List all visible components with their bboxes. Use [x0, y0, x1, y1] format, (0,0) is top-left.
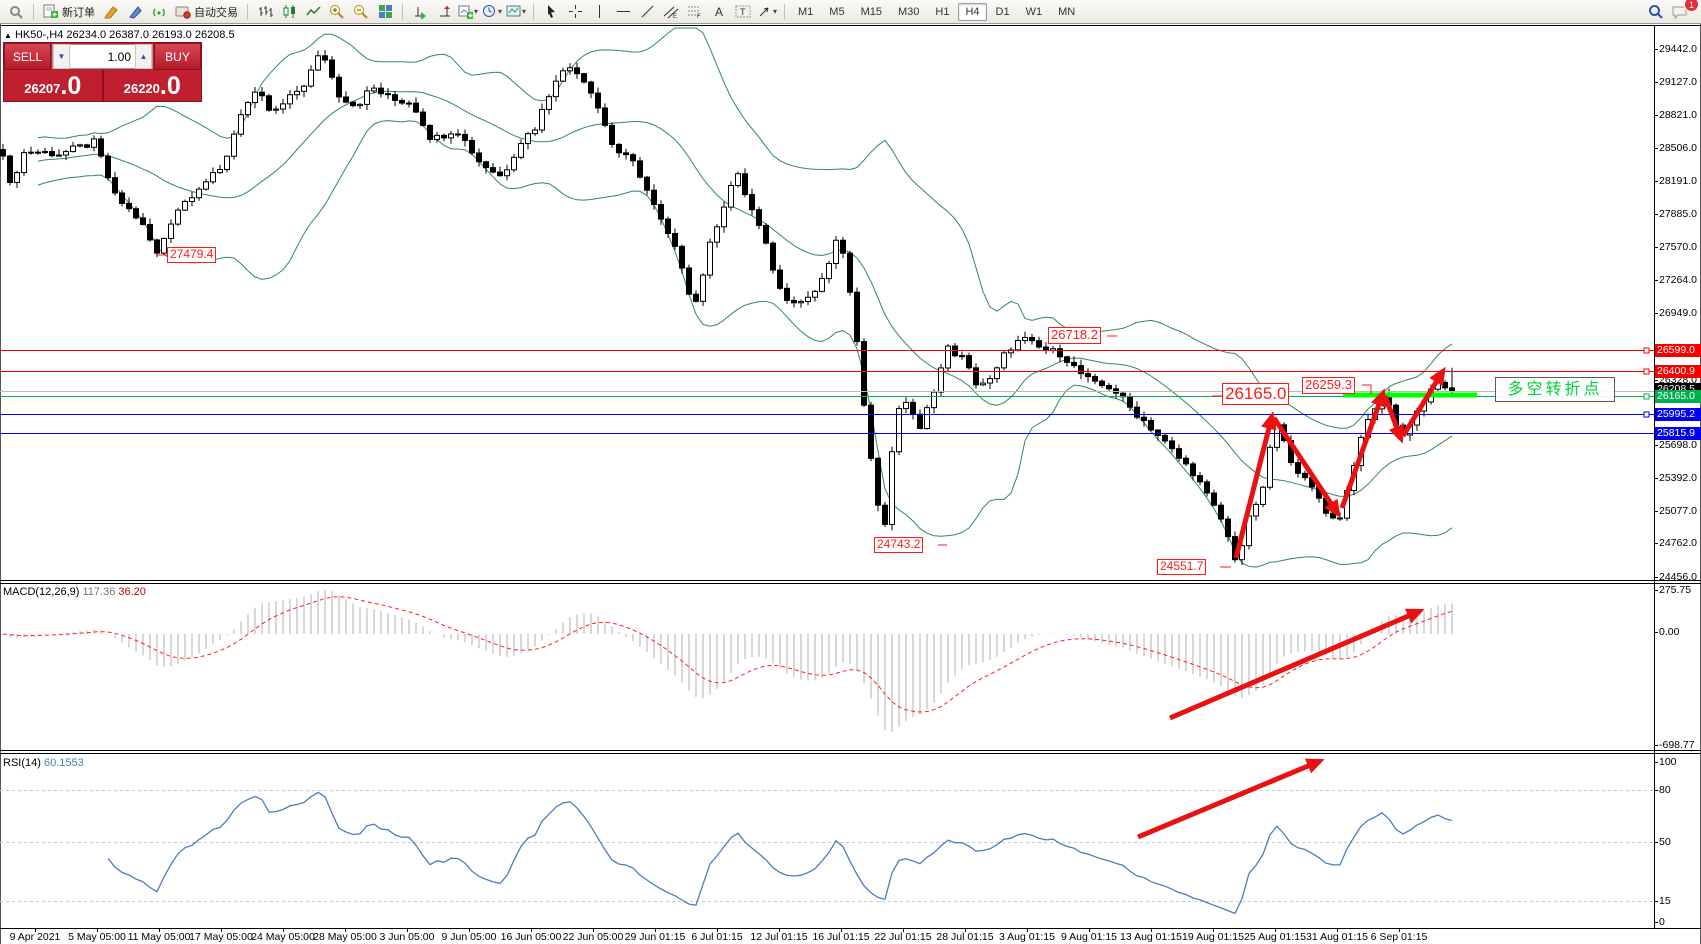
horizontal-line-icon[interactable]	[612, 1, 634, 22]
macd-signal-value: 36.20	[118, 586, 146, 598]
timeframe-m15[interactable]: M15	[860, 5, 882, 18]
search-icon[interactable]	[1645, 1, 1667, 22]
trend-arrow-main	[1382, 395, 1404, 444]
symbol-info-line: ▲ HK50-,H4 26234.0 26387.0 26193.0 26208…	[4, 29, 235, 41]
sell-button[interactable]: SELL	[4, 43, 51, 70]
trend-arrow-main	[1339, 388, 1387, 509]
buy-button[interactable]: BUY	[154, 43, 201, 70]
timeframe-w1[interactable]: W1	[1025, 5, 1043, 18]
period-clock-icon[interactable]: ▾	[481, 1, 503, 22]
cursor-icon[interactable]	[540, 1, 562, 22]
macd-label: MACD(12,26,9) 117.36 36.20	[3, 586, 146, 598]
one-click-trading-panel: SELL ▼ 1.00 ▲ BUY 26207.0 26220.0	[3, 42, 202, 102]
new-order-button[interactable]: 新订单	[40, 2, 98, 21]
chat-icon[interactable]: 1	[1669, 0, 1699, 22]
timeframe-m30[interactable]: M30	[897, 5, 920, 18]
timeframe-mn[interactable]: MN	[1058, 5, 1076, 18]
toolbar-separator	[247, 3, 248, 20]
new-order-label: 新订单	[62, 6, 95, 19]
ohlc-open: 26234.0	[66, 29, 107, 41]
buy-price-main: 26220	[123, 81, 160, 96]
zoom-in-icon[interactable]	[326, 1, 348, 22]
rsi-label: RSI(14) 60.1553	[3, 757, 84, 769]
auto-scroll-icon[interactable]	[409, 1, 431, 22]
trend-arrow-main	[1400, 366, 1446, 438]
buy-price-big: .0	[159, 72, 181, 100]
macd-main-value: 117.36	[82, 586, 116, 598]
metaeditor-icon[interactable]	[124, 1, 146, 22]
autotrading-button[interactable]: 自动交易	[172, 2, 241, 21]
arrows-tool-icon[interactable]: ▾	[756, 1, 778, 22]
toolbar-separator	[33, 3, 34, 20]
trendline-icon[interactable]	[636, 1, 658, 22]
vertical-line-icon[interactable]	[588, 1, 610, 22]
timeframe-d1[interactable]: D1	[995, 5, 1010, 18]
toolbar-separator	[784, 3, 785, 20]
dropdown-caret: ▾	[521, 7, 526, 16]
timeframe-bar: M1 M5 M15 M30 H1 H4 D1 W1 MN	[790, 2, 1083, 21]
line-chart-icon[interactable]	[302, 1, 324, 22]
volume-box: ▼ 1.00 ▲	[52, 44, 153, 69]
symbol-period: HK50-,H4	[14, 29, 64, 41]
sell-price-big: .0	[60, 72, 82, 100]
zoom-out-icon[interactable]	[350, 1, 372, 22]
notification-badge[interactable]: 1	[1684, 0, 1699, 12]
dropdown-caret: ▾	[473, 7, 478, 16]
buy-price[interactable]: 26220.0	[104, 70, 202, 101]
new-chart-icon[interactable]: ▾	[457, 1, 479, 22]
crosshair-icon[interactable]	[564, 1, 586, 22]
volume-increase-button[interactable]: ▲	[135, 44, 152, 69]
svg-text:F: F	[697, 14, 701, 19]
toolbar-separator	[402, 3, 403, 20]
timeframe-m5[interactable]: M5	[829, 5, 845, 18]
new-order-icon	[43, 4, 58, 18]
rsi-value: 60.1553	[43, 757, 84, 769]
autotrading-icon	[175, 6, 191, 19]
trend-arrow-rsi	[1137, 758, 1325, 840]
svg-text:E: E	[673, 14, 677, 19]
dropdown-caret: ▾	[497, 7, 502, 16]
svg-text:T: T	[740, 7, 746, 17]
candlestick-chart-icon[interactable]	[278, 1, 300, 22]
timeframe-h4[interactable]: H4	[958, 2, 987, 21]
ohlc-high: 26387.0	[109, 29, 149, 41]
sell-price[interactable]: 26207.0	[4, 70, 104, 101]
text-label-icon[interactable]: T	[732, 1, 754, 22]
template-icon[interactable]: ▾	[505, 1, 527, 22]
svg-text:A: A	[715, 5, 723, 19]
rsi-name: RSI(14)	[3, 757, 41, 769]
text-icon[interactable]: A	[708, 1, 730, 22]
sell-price-main: 26207	[24, 81, 61, 96]
signal-icon[interactable]	[148, 1, 170, 22]
crayon-icon[interactable]	[100, 1, 122, 22]
note-box: 多空转折点	[1495, 377, 1615, 402]
volume-decrease-button[interactable]: ▼	[53, 44, 70, 69]
volume-value[interactable]: 1.00	[107, 49, 131, 64]
ohlc-low: 26193.0	[152, 29, 192, 41]
tile-windows-icon[interactable]	[374, 1, 396, 22]
dropdown-caret: ▾	[772, 7, 777, 16]
autotrading-label: 自动交易	[194, 6, 238, 19]
chart-shift-icon[interactable]	[433, 1, 455, 22]
trend-arrow-macd	[1169, 608, 1425, 721]
bar-chart-icon[interactable]	[254, 1, 276, 22]
trend-arrow-main	[1233, 411, 1277, 559]
ohlc-close: 26208.5	[194, 29, 235, 41]
market-watch-icon[interactable]	[5, 1, 27, 22]
macd-name: MACD(12,26,9)	[3, 586, 80, 598]
collapse-icon[interactable]: ▲	[4, 31, 12, 40]
timeframe-h1[interactable]: H1	[935, 5, 950, 18]
equidistant-channel-icon[interactable]: E	[660, 1, 682, 22]
timeframe-m1[interactable]: M1	[798, 5, 814, 18]
trend-arrow-main	[1271, 416, 1341, 519]
main-toolbar: 新订单 自动交易 ▾ ▾ ▾ E F A T ▾ M1 M5 M15 M30 H1 H4 D…	[0, 0, 1701, 24]
fibonacci-icon[interactable]: F	[684, 1, 706, 22]
toolbar-separator	[533, 3, 534, 20]
